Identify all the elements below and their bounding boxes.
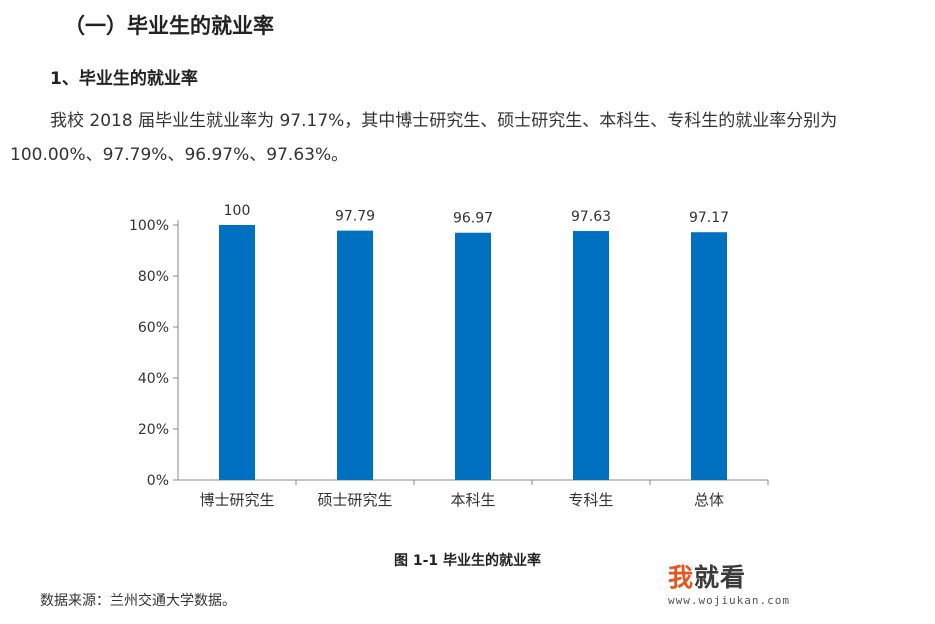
- data-label: 100: [224, 203, 251, 219]
- watermark-url: www.wojiukan.com: [668, 594, 790, 607]
- x-category-label: 专科生: [568, 491, 613, 509]
- y-tick-label: 0%: [147, 473, 169, 489]
- chart-bars: [219, 225, 727, 480]
- x-category-label: 硕士研究生: [317, 491, 392, 509]
- section-heading: （一）毕业生的就业率: [64, 14, 274, 38]
- bar: [219, 225, 255, 480]
- x-category-label: 博士研究生: [199, 491, 274, 509]
- bar: [691, 232, 727, 480]
- bar: [573, 231, 609, 480]
- watermark-logo: 我就看 www.wojiukan.com: [668, 558, 808, 608]
- y-tick-label: 100%: [129, 218, 169, 234]
- data-label: 97.79: [335, 209, 375, 225]
- y-tick-label: 80%: [138, 269, 169, 285]
- bar: [337, 230, 373, 480]
- y-tick-label: 60%: [138, 320, 169, 336]
- paragraph-line-1: 我校 2018 届毕业生就业率为 97.17%，其中博士研究生、硕士研究生、本科…: [50, 111, 838, 131]
- watermark-first-char: 我: [668, 563, 695, 592]
- bar: [455, 232, 491, 480]
- x-category-label: 总体: [694, 491, 724, 509]
- data-label: 97.63: [571, 209, 611, 225]
- paragraph: 我校 2018 届毕业生就业率为 97.17%，其中博士研究生、硕士研究生、本科…: [10, 104, 915, 172]
- x-category-label: 本科生: [450, 491, 495, 509]
- data-label: 96.97: [453, 211, 493, 227]
- data-label: 97.17: [689, 210, 729, 226]
- chart-labels: 0% 20% 40% 60% 80% 100% 100 博士研究生 97.79 硕士研究生 96.9…: [129, 203, 729, 509]
- watermark-title: 我就看: [668, 558, 808, 594]
- data-source-note: 数据来源：兰州交通大学数据。: [40, 593, 236, 609]
- watermark-rest: 就看: [694, 563, 747, 592]
- y-tick-label: 40%: [138, 371, 169, 387]
- paragraph-line-2: 100.00%、97.79%、96.97%、97.63%。: [10, 145, 349, 165]
- figure-caption: 图 1-1 毕业生的就业率: [393, 553, 542, 569]
- y-tick-label: 20%: [138, 422, 169, 438]
- subsection-heading: 1、毕业生的就业率: [50, 69, 198, 89]
